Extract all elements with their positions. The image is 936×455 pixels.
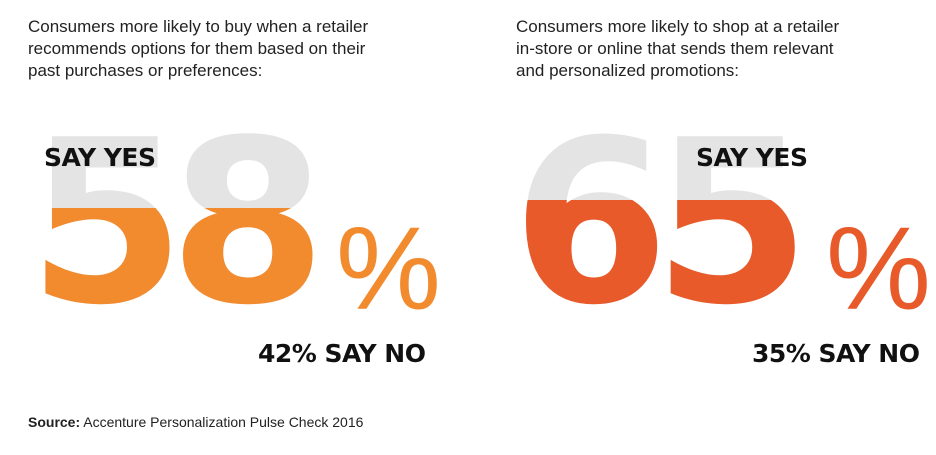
say-no-label: 42% SAY NO [258,339,426,368]
big-number-fill-text: 58 [28,208,326,334]
big-number-base: 65 [512,124,810,334]
source-note: Source: Accenture Personalization Pulse … [28,414,363,430]
percent-sign: % [336,203,441,335]
caption-line: in-store or online that sends them relev… [516,39,834,58]
say-no-label: 35% SAY NO [752,339,920,368]
percent-sign: % [826,203,931,335]
big-percentage-number: 58 58 [28,124,348,334]
caption-line: and personalized promotions: [516,61,740,80]
caption-line: Consumers more likely to shop at a retai… [516,17,840,36]
stat-caption: Consumers more likely to shop at a retai… [516,16,936,82]
big-number-fill: 58 [28,208,348,334]
caption-line: Consumers more likely to buy when a reta… [28,17,369,36]
stat-panel-right: Consumers more likely to shop at a retai… [492,0,932,400]
stat-caption: Consumers more likely to buy when a reta… [28,16,448,82]
big-number-fill-text: 65 [512,200,810,334]
caption-line: past purchases or preferences: [28,61,263,80]
source-label: Source: [28,414,81,430]
say-yes-label: SAY YES [44,143,156,172]
say-yes-label: SAY YES [696,143,808,172]
stat-panel-left: Consumers more likely to buy when a reta… [0,0,441,400]
big-number-base: 58 [28,124,326,334]
big-percentage-number: 65 65 [512,124,842,334]
source-text: Accenture Personalization Pulse Check 20… [80,414,364,430]
big-number-fill: 65 [512,200,842,334]
caption-line: recommends options for them based on the… [28,39,366,58]
